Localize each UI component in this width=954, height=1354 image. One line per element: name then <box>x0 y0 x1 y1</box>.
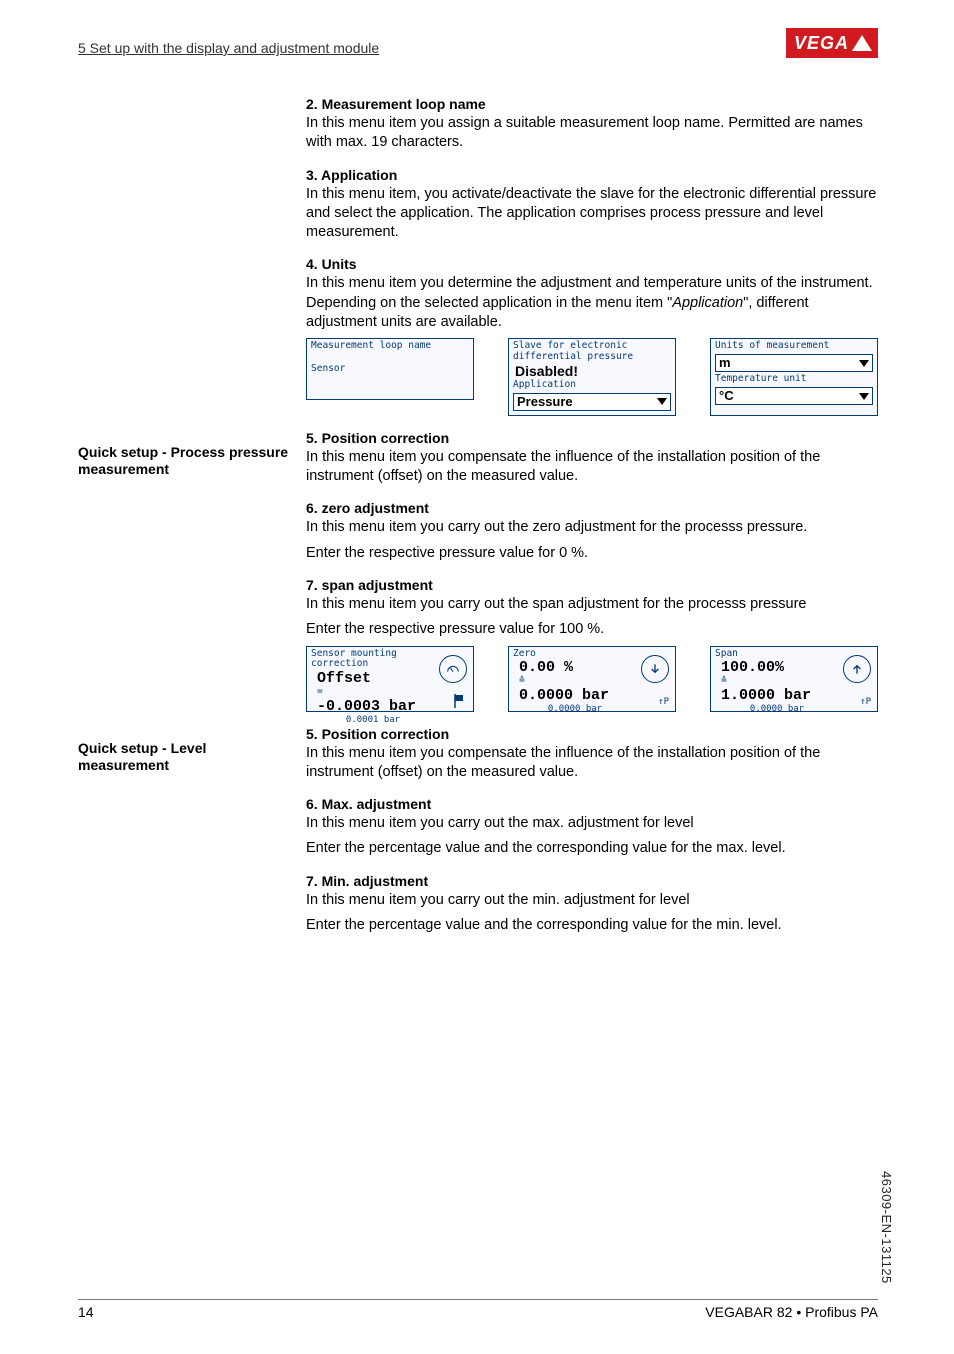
lcd-panel: Span100.00%≙1.0000 bar0.0000 bar↑P <box>710 646 878 712</box>
footer-rule <box>78 1299 878 1300</box>
marker-label: ↑P <box>658 697 669 707</box>
paragraph: In this menu item, you activate/deactiva… <box>306 185 878 243</box>
chevron-down-icon <box>859 360 869 367</box>
body-column: 2. Measurement loop name In this menu ite… <box>306 96 878 935</box>
lcd-panel: Sensor mounting correctionOffset=-0.0003… <box>306 646 474 712</box>
heading: 7. Min. adjustment <box>306 873 878 889</box>
heading: 6. Max. adjustment <box>306 796 878 812</box>
heading: 2. Measurement loop name <box>306 96 878 112</box>
footer-product: VEGABAR 82 • Profibus PA <box>705 1304 878 1320</box>
flag-icon <box>453 694 465 708</box>
lcd-panel: Measurement loop nameSensor <box>306 338 474 400</box>
arrow-up-icon <box>849 661 865 677</box>
paragraph: In this menu item you compensate the inf… <box>306 448 878 487</box>
heading: 5. Position correction <box>306 726 878 742</box>
lcd-panel: Slave for electronicdifferential pressur… <box>508 338 676 416</box>
logo-triangle-icon <box>852 35 872 51</box>
gauge-icon <box>445 661 461 677</box>
paragraph: Enter the respective pressure value for … <box>306 544 878 563</box>
lcd-panel: Units of measurementmTemperature unit°C <box>710 338 878 416</box>
arrow-down-icon <box>647 661 663 677</box>
heading: 7. span adjustment <box>306 577 878 593</box>
header-section: 5 Set up with the display and adjustment… <box>78 40 379 56</box>
heading: 3. Application <box>306 167 878 183</box>
lcd-panel: Zero0.00 %≙0.0000 bar0.0000 bar↑P <box>508 646 676 712</box>
heading: 4. Units <box>306 256 878 272</box>
lcd-circle-icon <box>843 655 871 683</box>
lcd-row: Sensor mounting correctionOffset=-0.0003… <box>306 646 878 712</box>
chevron-down-icon <box>657 398 667 405</box>
paragraph: In this menu item you assign a suitable … <box>306 114 878 153</box>
lcd-dropdown[interactable]: °C <box>715 387 873 405</box>
paragraph: Enter the respective pressure value for … <box>306 620 878 639</box>
doc-id-vertical: 46309-EN-131125 <box>879 1171 894 1284</box>
heading: 5. Position correction <box>306 430 878 446</box>
paragraph: In this menu item you carry out the max.… <box>306 814 878 833</box>
section-side-label: Quick setup - Process pressure measureme… <box>78 444 298 479</box>
heading: 6. zero adjustment <box>306 500 878 516</box>
logo-text: VEGA <box>794 33 849 54</box>
lcd-dropdown[interactable]: m <box>715 354 873 372</box>
chevron-down-icon <box>859 393 869 400</box>
paragraph: In this menu item you carry out the min.… <box>306 891 878 910</box>
lcd-dropdown[interactable]: Pressure <box>513 393 671 411</box>
lcd-circle-icon <box>641 655 669 683</box>
paragraph: Enter the percentage value and the corre… <box>306 839 878 858</box>
paragraph: In this menu item you carry out the span… <box>306 595 878 614</box>
paragraph: In this menu item you determine the adju… <box>306 274 878 332</box>
lcd-row: Measurement loop nameSensor Slave for ele… <box>306 338 878 416</box>
paragraph: Enter the percentage value and the corre… <box>306 916 878 935</box>
page: 5 Set up with the display and adjustment… <box>0 0 954 1354</box>
paragraph: In this menu item you compensate the inf… <box>306 744 878 783</box>
vega-logo: VEGA <box>786 28 878 58</box>
content: 2. Measurement loop name In this menu ite… <box>78 82 878 941</box>
paragraph: In this menu item you carry out the zero… <box>306 518 878 537</box>
page-number: 14 <box>78 1304 94 1320</box>
section-side-label: Quick setup - Level measurement <box>78 740 298 775</box>
marker-label: ↑P <box>860 697 871 707</box>
lcd-circle-icon <box>439 655 467 683</box>
